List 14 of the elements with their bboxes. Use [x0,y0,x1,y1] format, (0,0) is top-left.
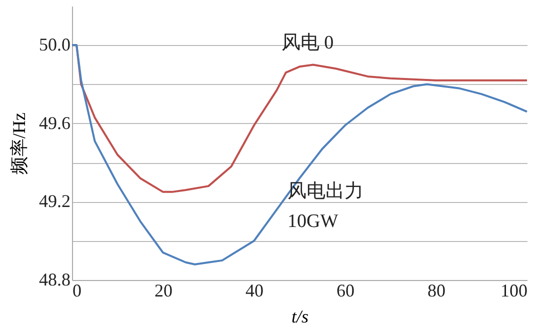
x-axis-title: t/s [291,306,309,326]
x-tick-label: 20 [154,280,172,300]
y-tick-label: 48.8 [39,270,70,290]
y-tick-label: 49.6 [39,112,70,133]
x-tick-label: 60 [336,280,354,300]
series-label: 风电 0 [281,32,334,54]
series-label: 风电出力 10GW [288,181,364,232]
x-tick-label: 100 [500,280,528,300]
x-tick-label: 80 [428,280,446,300]
y-tick-label: 50.0 [39,34,70,55]
y-axis-title: 频率/Hz [9,112,29,174]
y-tick-label: 49.2 [39,191,70,212]
x-tick-label: 40 [246,280,264,300]
x-tick-label: 0 [72,280,82,300]
